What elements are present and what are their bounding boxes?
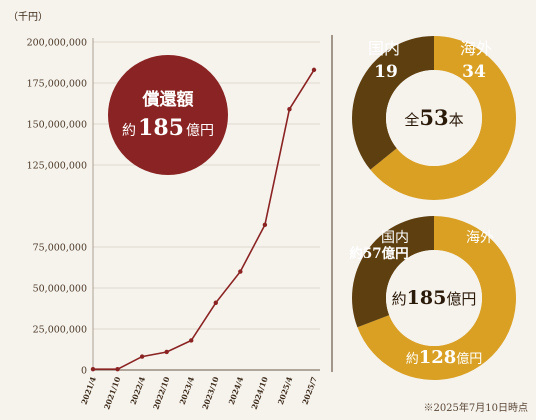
- x-tick-label: 2024/4: [227, 376, 245, 406]
- overseas-slice-label: 海外: [460, 39, 492, 58]
- overseas-value-prefix: 約: [406, 352, 419, 367]
- overseas-value-suffix: 億円: [456, 351, 482, 367]
- total-count-number: 53: [419, 105, 448, 130]
- redemption-data-point: [139, 354, 145, 359]
- y-tick-label: 175,000,000: [27, 79, 87, 90]
- x-tick-label: 2023/10: [201, 376, 221, 411]
- x-tick-label: 2021/4: [80, 376, 98, 406]
- overseas-value-number: 128: [419, 347, 457, 368]
- redemption-data-point: [115, 366, 120, 372]
- domestic-slice-label: 国内: [368, 39, 400, 58]
- badge-amount-suffix: 億円: [186, 123, 214, 139]
- redemption-data-point: [262, 222, 268, 228]
- total-amount-number: 185: [407, 287, 447, 309]
- total-amount-prefix: 約: [392, 290, 407, 308]
- redemption-data-point: [164, 349, 169, 355]
- y-tick-label: 125,000,000: [27, 161, 87, 172]
- y-tick-label: 50,000,000: [33, 284, 87, 295]
- redemption-line-chart: （千円） 0 25,000,000 50,000,000 75,000,000 125,0…: [8, 11, 320, 411]
- overseas-slice: [357, 216, 516, 380]
- domestic-slice-label: 国内: [381, 230, 409, 246]
- x-tick-label: 2023/4: [178, 376, 196, 406]
- badge-amount-number: 185: [138, 115, 184, 141]
- y-tick-label: 75,000,000: [33, 243, 87, 254]
- as-of-date-note: ※2025年7月10日時点: [423, 403, 528, 414]
- count-donut-chart: 国内 19 海外 34 全53本: [351, 36, 516, 200]
- y-tick-label: 200,000,000: [27, 38, 87, 49]
- total-count-label: 全53本: [404, 105, 463, 130]
- y-tick-label: 0: [81, 366, 87, 377]
- redemption-series-line: [93, 69, 315, 371]
- overseas-slice-value: 34: [462, 62, 486, 82]
- redemption-data-point: [189, 338, 194, 343]
- total-redemption-badge: [108, 55, 228, 175]
- domestic-slice-value: 19: [374, 62, 398, 82]
- x-tick-label: 2021/10: [102, 376, 122, 411]
- overseas-slice-label: 海外: [466, 230, 494, 246]
- redemption-data-point: [311, 67, 317, 73]
- donut-hole: [386, 250, 482, 346]
- x-tick-label: 2025/7: [301, 376, 319, 406]
- badge-amount: 約185 億円: [122, 115, 214, 141]
- domestic-slice: [351, 36, 434, 170]
- x-tick-label: 2022/4: [129, 376, 147, 406]
- overseas-slice-value: 約128億円: [406, 347, 483, 368]
- redemption-data-point: [90, 366, 96, 372]
- x-tick-label: 2024/10: [250, 376, 270, 411]
- y-unit-label: （千円）: [8, 11, 48, 23]
- badge-title: 償還額: [142, 89, 194, 110]
- domestic-slice: [352, 216, 434, 328]
- x-tick-label: 2025/4: [276, 376, 294, 406]
- total-amount-suffix: 億円: [446, 290, 476, 308]
- total-count-prefix: 全: [404, 111, 419, 129]
- redemption-data-point: [238, 269, 243, 274]
- total-count-suffix: 本: [449, 111, 464, 129]
- redemption-data-point: [213, 300, 218, 305]
- overseas-slice: [370, 36, 516, 200]
- donut-hole: [386, 70, 482, 166]
- redemption-data-point: [287, 107, 292, 112]
- y-tick-label: 25,000,000: [33, 325, 87, 336]
- domestic-slice-value: 約57億円: [349, 245, 408, 262]
- badge-amount-prefix: 約: [122, 123, 136, 139]
- total-amount-label: 約185億円: [392, 287, 477, 309]
- x-tick-label: 2022/10: [151, 376, 171, 411]
- y-tick-label: 150,000,000: [27, 120, 87, 131]
